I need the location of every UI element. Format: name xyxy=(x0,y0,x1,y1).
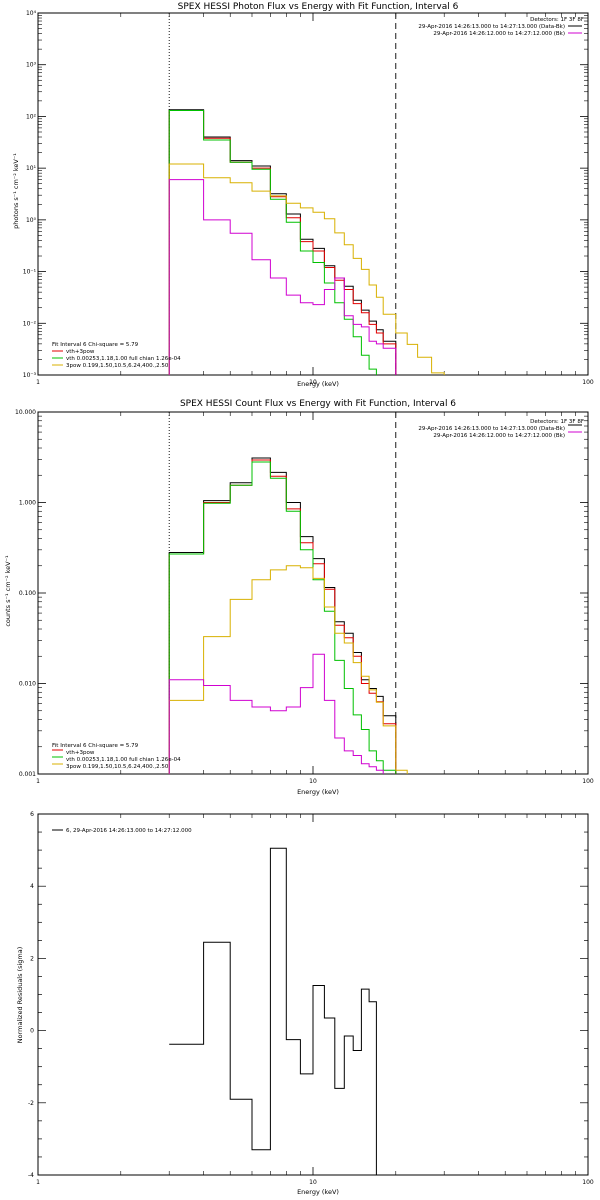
photon-flux-fit-header: Fit Interval 6 Chi-square = 5.79 xyxy=(52,342,139,348)
photon-flux-legend-data: 29-Apr-2016 14:26:13.000 to 14:27:13.000… xyxy=(418,24,565,30)
count-flux-legend-data: 29-Apr-2016 14:26:13.000 to 14:27:13.000… xyxy=(418,426,565,432)
count-flux-series-4 xyxy=(168,653,384,774)
photon-flux-fit-3pow: 3pow 0.199,1.50,10.5,6.24,400.,2.50 xyxy=(66,363,169,369)
count-flux-title: SPEX HESSI Count Flux vs Energy with Fit… xyxy=(180,399,456,409)
residuals-panel: 1 10 100 -4 -2 0 2 4 6 Energy (keV) Normalized R… xyxy=(16,811,594,1196)
photon-flux-frame xyxy=(37,12,589,376)
residuals-y-label: Normalized Residuals (sigma) xyxy=(16,947,24,1044)
count-flux-y-label: counts s⁻¹ cm⁻² keV⁻¹ xyxy=(4,555,12,627)
count-flux-series-3 xyxy=(168,565,408,774)
photon-flux-legend-bk: 29-Apr-2016 14:26:12.000 to 14:27:12.000… xyxy=(433,31,565,37)
photon-flux-title: SPEX HESSI Photon Flux vs Energy with Fi… xyxy=(178,2,459,12)
count-flux-y-tick-label: 0.010 xyxy=(19,681,36,688)
residuals-x-tick-label: 100 xyxy=(582,1179,594,1186)
count-flux-frame xyxy=(37,411,589,775)
count-flux-detectors: Detectors: 1F 3F 8F xyxy=(530,419,584,425)
residuals-legend: 6, 29-Apr-2016 14:26:13.000 to 14:27:12.… xyxy=(66,828,192,834)
photon-flux-x-label: Energy (keV) xyxy=(297,380,339,388)
photon-flux-series-3 xyxy=(168,163,445,375)
count-flux-panel: SPEX HESSI Count Flux vs Energy with Fit… xyxy=(4,399,594,796)
photon-flux-y-tick-label: 10¹ xyxy=(26,165,37,172)
count-flux-y-tick-label: 10.000 xyxy=(15,409,36,416)
photon-flux-y-tick-label: 10⁻³ xyxy=(23,372,37,379)
residuals-y-tick-label: 2 xyxy=(30,955,34,962)
photon-flux-series-4 xyxy=(168,179,397,375)
residuals-x-tick-label: 10 xyxy=(309,1179,317,1186)
photon-flux-x-tick-label: 100 xyxy=(582,379,594,386)
photon-flux-x-tick-label: 10 xyxy=(309,379,317,386)
photon-flux-x-tick-label: 1 xyxy=(36,379,40,386)
count-flux-fit-total: vth+3pow xyxy=(66,750,95,756)
photon-flux-detectors: Detectors: 1F 3F 8F xyxy=(530,17,584,23)
photon-flux-series-0 xyxy=(168,109,397,375)
count-flux-fit-3pow: 3pow 0.199,1.50,10.5,6.24,400.,2.50 xyxy=(66,764,169,770)
count-flux-x-label: Energy (keV) xyxy=(297,788,339,796)
count-flux-y-tick-label: 0.100 xyxy=(19,590,36,597)
photon-flux-y-tick-label: 10⁰ xyxy=(26,217,37,224)
residuals-y-tick-label: 4 xyxy=(30,883,34,890)
residuals-series-0 xyxy=(169,847,377,1175)
residuals-x-tick-label: 1 xyxy=(36,1179,40,1186)
residuals-y-tick-label: -2 xyxy=(28,1100,34,1107)
count-flux-fit-header: Fit Interval 6 Chi-square = 5.79 xyxy=(52,743,139,749)
photon-flux-fit-total: vth+3pow xyxy=(66,349,95,355)
residuals-y-tick-label: 6 xyxy=(30,811,34,818)
count-flux-fit-vth: vth 0.00253,1.18,1.00 full chian 1.26e-0… xyxy=(66,757,181,763)
residuals-y-tick-label: -4 xyxy=(28,1172,34,1179)
count-flux-x-tick-label: 1 xyxy=(36,778,40,785)
photon-flux-y-tick-label: 10⁻² xyxy=(23,320,37,327)
photon-flux-panel: SPEX HESSI Photon Flux vs Energy with Fi… xyxy=(12,2,594,388)
count-flux-y-tick-label: 1.000 xyxy=(19,500,36,507)
residuals-x-label: Energy (keV) xyxy=(297,1188,339,1196)
photon-flux-y-tick-label: 10³ xyxy=(26,62,37,69)
count-flux-series-2 xyxy=(168,461,397,774)
photon-flux-fit-vth: vth 0.00253,1.18,1.00 full chian 1.26e-0… xyxy=(66,356,181,362)
photon-flux-y-tick-label: 10⁴ xyxy=(26,10,37,17)
photon-flux-y-tick-label: 10² xyxy=(26,113,37,120)
photon-flux-y-label: photons s⁻¹ cm⁻² keV⁻¹ xyxy=(12,153,20,229)
count-flux-x-tick-label: 100 xyxy=(582,778,594,785)
photon-flux-series-2 xyxy=(168,110,377,375)
photon-flux-series-1 xyxy=(168,110,397,375)
count-flux-x-tick-label: 10 xyxy=(309,778,317,785)
count-flux-legend-bk: 29-Apr-2016 14:26:12.000 to 14:27:12.000… xyxy=(433,433,565,439)
residuals-y-tick-label: 0 xyxy=(30,1028,34,1035)
photon-flux-y-tick-label: 10⁻¹ xyxy=(23,269,37,276)
count-flux-y-tick-label: 0.001 xyxy=(19,771,36,778)
